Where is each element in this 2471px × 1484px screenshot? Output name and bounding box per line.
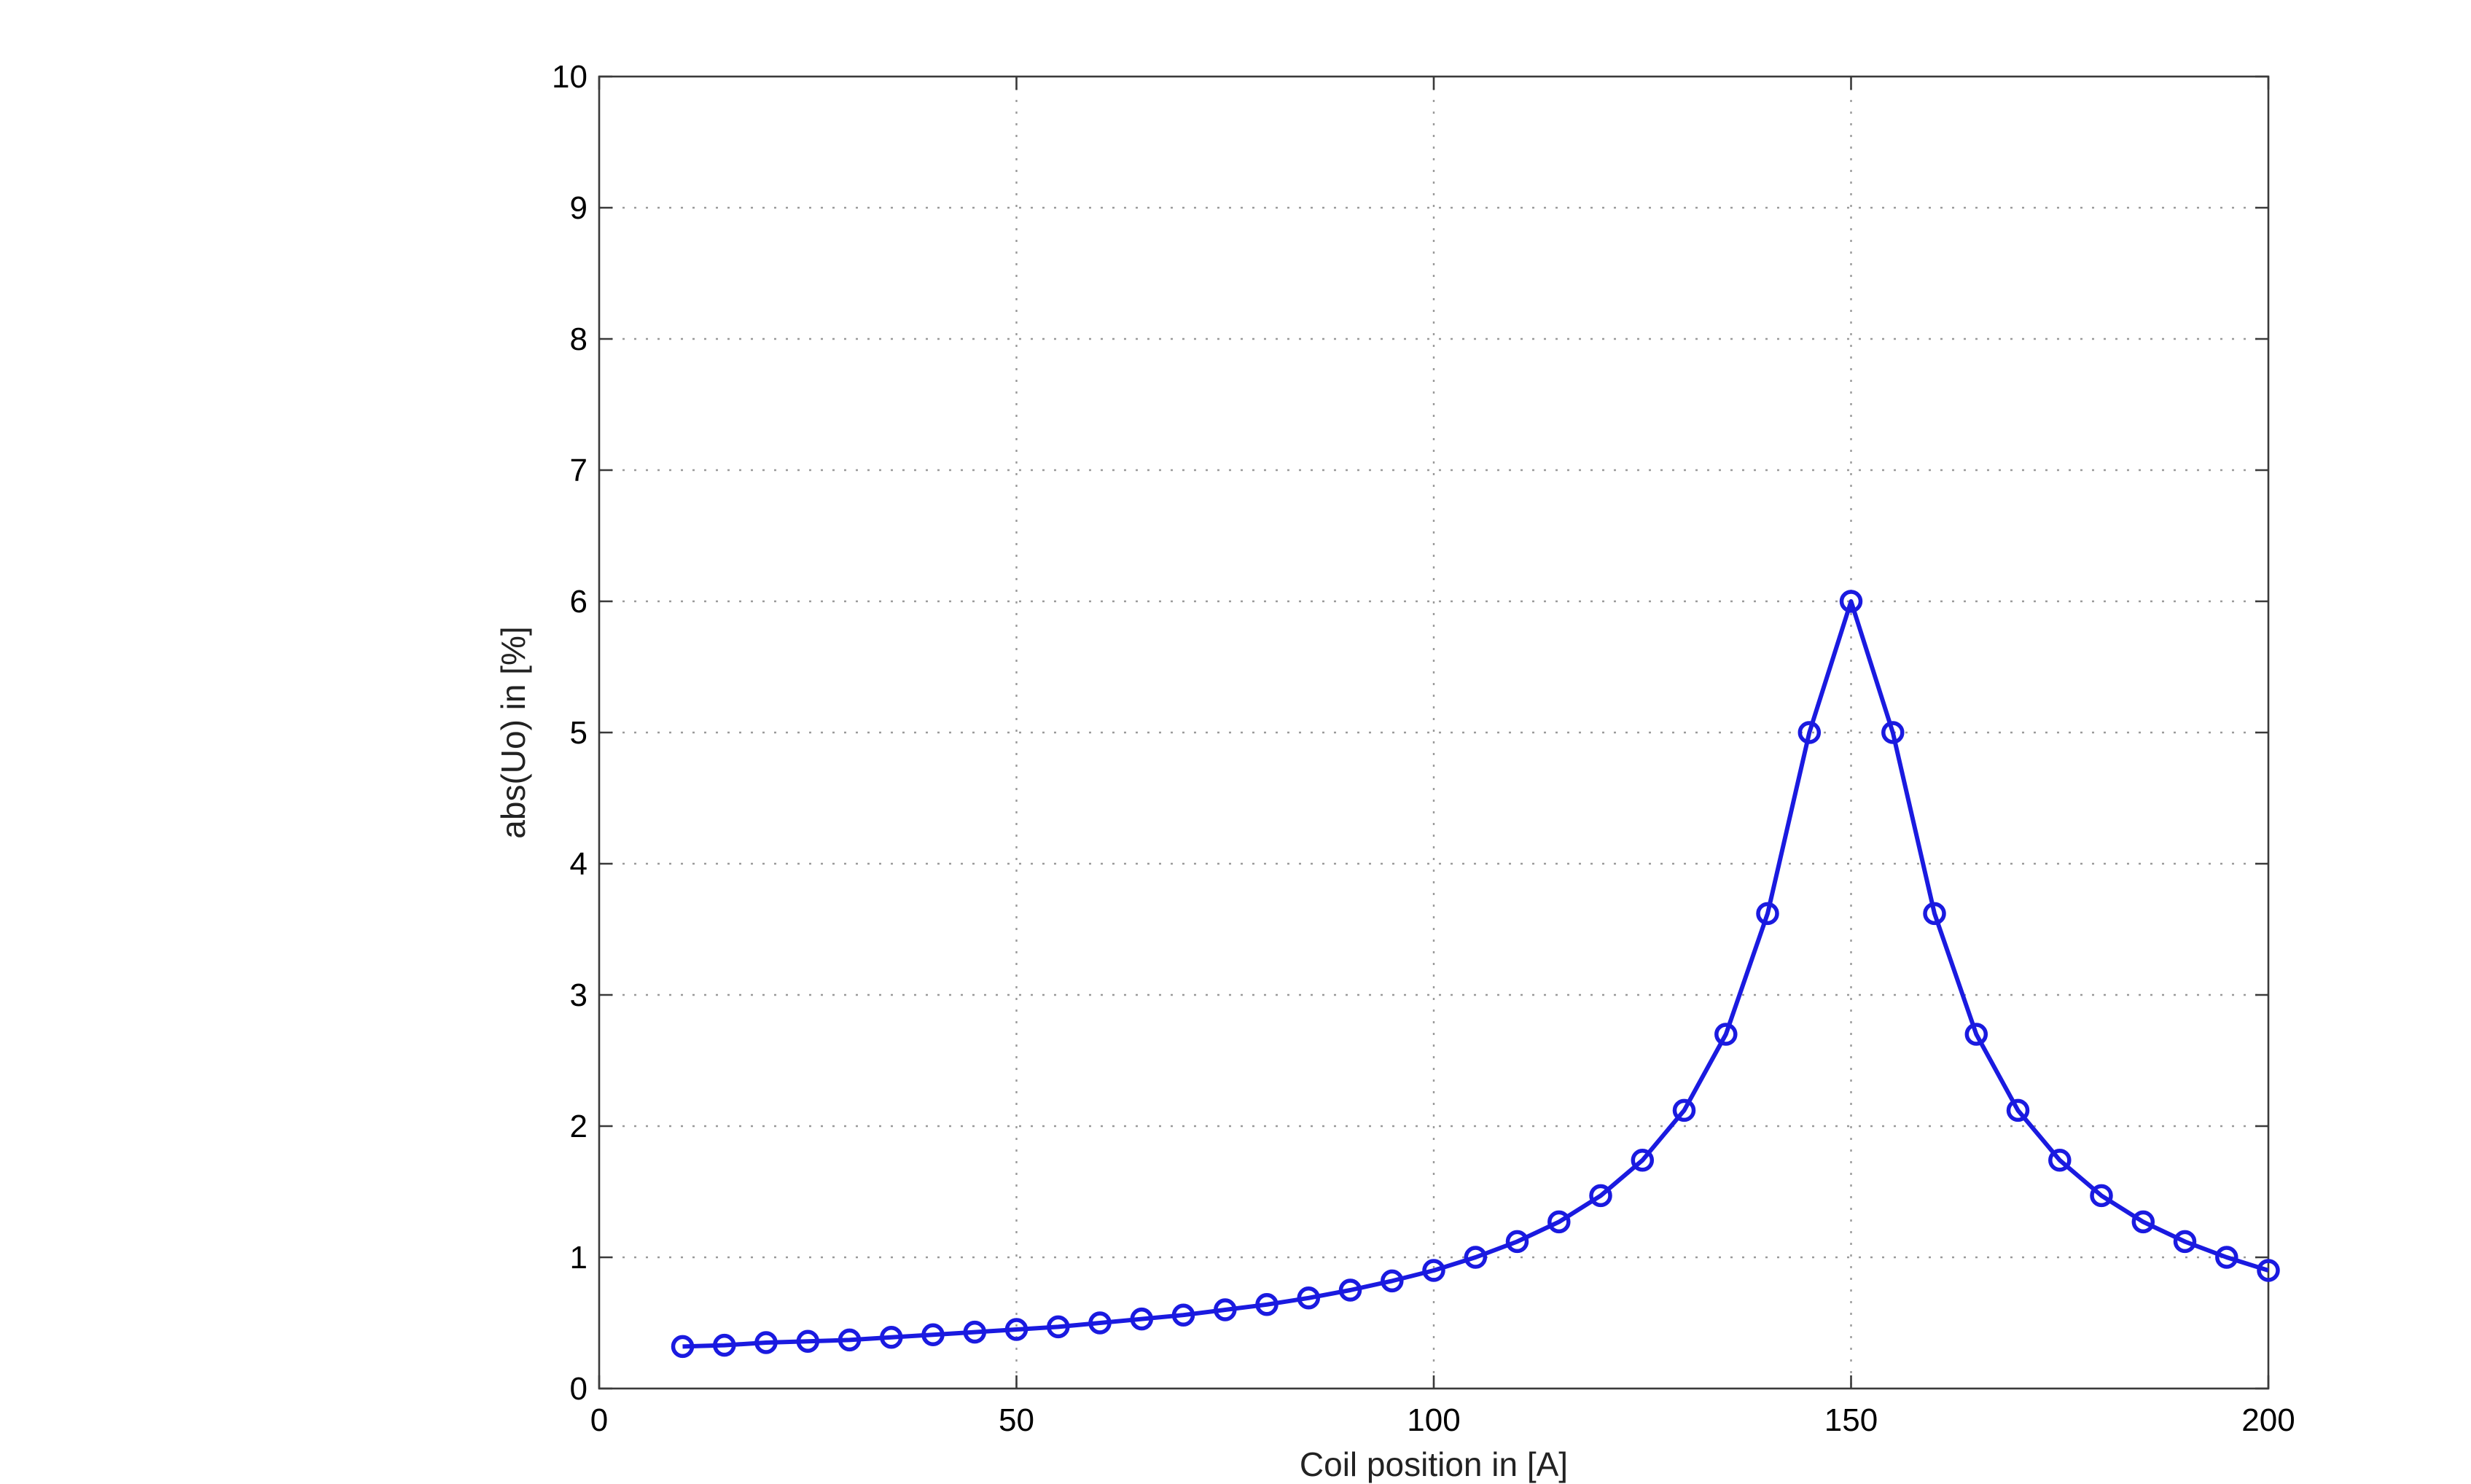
y-tick-label: 4: [570, 846, 588, 882]
y-tick-label: 7: [570, 453, 588, 488]
data-point: [838, 1328, 862, 1352]
x-axis-label: Coil position in [A]: [1300, 1445, 1568, 1483]
data-point: [1297, 1286, 1321, 1310]
data-point: [1422, 1259, 1445, 1282]
data-point: [1547, 1210, 1571, 1234]
y-tick-label: 10: [552, 59, 588, 95]
series: [671, 590, 2280, 1359]
data-point: [2173, 1230, 2197, 1254]
data-point: [754, 1331, 778, 1354]
data-point: [671, 1335, 695, 1359]
data-point: [2215, 1246, 2238, 1269]
data-point: [1171, 1303, 1195, 1327]
plot-frame: [598, 75, 2270, 1390]
data-point: [1338, 1278, 1362, 1302]
data-point: [2257, 1259, 2280, 1282]
data-point: [1464, 1246, 1488, 1269]
data-point: [1004, 1318, 1028, 1341]
data-point: [1881, 721, 1905, 744]
data-point: [1381, 1269, 1404, 1293]
x-tick-label: 150: [1824, 1402, 1878, 1438]
data-point: [1797, 721, 1822, 744]
x-tick-label: 200: [2241, 1402, 2295, 1438]
data-point: [1130, 1307, 1154, 1331]
data-point: [1047, 1315, 1070, 1339]
x-tick-label: 50: [999, 1402, 1034, 1438]
data-point: [1756, 902, 1779, 926]
y-tick-label: 8: [570, 321, 588, 357]
data-point: [1589, 1184, 1612, 1208]
data-point: [1923, 902, 1946, 926]
y-tick-label: 0: [570, 1371, 588, 1407]
data-point: [1505, 1230, 1529, 1254]
data-point: [1964, 1023, 1988, 1046]
data-point: [2131, 1210, 2155, 1234]
y-tick-label: 2: [570, 1109, 588, 1144]
y-tick-label: 6: [570, 584, 588, 620]
data-point: [1672, 1098, 1696, 1122]
data-point: [713, 1333, 736, 1357]
grid: [599, 77, 2268, 1389]
x-tick-label: 0: [590, 1402, 608, 1438]
y-axis-label: abs(Uo) in [%]: [494, 626, 532, 838]
y-tick-label: 3: [570, 977, 588, 1013]
series-line: [682, 599, 2269, 1349]
y-tick-label: 5: [570, 715, 588, 751]
data-point: [2048, 1149, 2072, 1172]
data-point: [2090, 1184, 2113, 1208]
y-tick-label: 1: [570, 1240, 588, 1276]
data-point: [1214, 1298, 1237, 1321]
data-point: [963, 1320, 987, 1344]
data-point: [1839, 590, 1863, 613]
data-point: [1255, 1293, 1279, 1316]
data-point: [796, 1329, 820, 1353]
data-point: [1714, 1023, 1738, 1046]
data-point: [921, 1323, 945, 1346]
data-point: [1631, 1149, 1655, 1172]
data-point: [1088, 1311, 1112, 1335]
data-point: [2006, 1098, 2030, 1122]
x-tick-label: 100: [1407, 1402, 1460, 1438]
data-point: [880, 1326, 903, 1349]
axis-ticks: 0 50 100 150 200 0 1 2 3 4 5 6 7 8 9 10: [552, 59, 2295, 1438]
y-tick-label: 9: [570, 190, 588, 226]
